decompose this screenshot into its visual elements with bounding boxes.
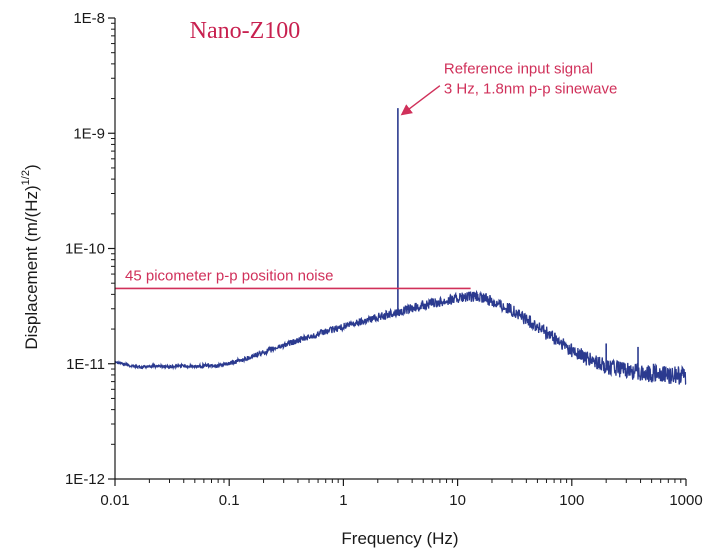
x-tick-label: 10 — [449, 492, 466, 509]
x-tick-label: 1 — [339, 492, 347, 509]
y-axis-title: Displacement (m/(Hz)1/2) — [20, 164, 41, 349]
chart-title: Nano-Z100 — [190, 18, 301, 44]
x-tick-label: 0.1 — [219, 492, 240, 509]
y-axis-title-main: Displacement (m/(Hz) — [22, 185, 41, 349]
spectrum-series-line — [114, 289, 687, 385]
y-tick-label: 1E-8 — [73, 10, 105, 27]
y-tick-label: 1E-12 — [65, 471, 105, 488]
y-axis-title-end: ) — [22, 164, 41, 170]
y-tick-label: 1E-10 — [65, 241, 105, 258]
x-tick-label: 1000 — [669, 492, 702, 509]
plot-area: 45 picometer p-p position noise Referenc… — [65, 10, 703, 509]
noise-annotation: 45 picometer p-p position noise — [125, 267, 333, 284]
y-tick-label: 1E-9 — [73, 125, 105, 142]
axes: 0.01 0.1 1 10 100 1000 1E-121E-111E-101E-91E-… — [65, 10, 703, 509]
reference-annotation-line1: Reference input signal — [444, 61, 593, 78]
reference-annotation-line2: 3 Hz, 1.8nm p-p sinewave — [444, 81, 617, 98]
reference-arrow — [400, 85, 441, 116]
x-ticks: 0.01 0.1 1 10 100 1000 — [100, 479, 703, 509]
x-axis-title: Frequency (Hz) — [341, 529, 458, 548]
x-tick-label: 0.01 — [100, 492, 129, 509]
annotation-layer: 45 picometer p-p position noise Referenc… — [115, 61, 617, 290]
y-axis-title-sup: 1/2 — [20, 170, 32, 185]
y-ticks: 1E-12 1E-11 1E-10 1E-9 1E-8 — [65, 10, 115, 488]
x-tick-label: 100 — [559, 492, 584, 509]
series-layer — [114, 108, 687, 385]
y-tick-label: 1E-11 — [66, 356, 105, 373]
